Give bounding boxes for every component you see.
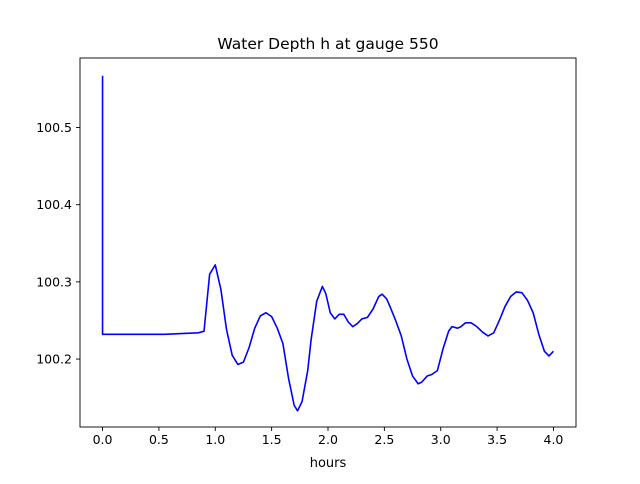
x-axis-label: hours (310, 456, 347, 471)
x-tick-label: 4.0 (544, 432, 564, 447)
x-tick-label: 1.5 (262, 432, 282, 447)
x-tick-label: 3.0 (431, 432, 451, 447)
x-tick-label: 3.5 (487, 432, 507, 447)
series-line-1 (101, 75, 555, 412)
x-tick-label: 2.5 (374, 432, 394, 447)
y-tick-label: 100.4 (36, 197, 72, 212)
chart-title: Water Depth h at gauge 550 (217, 35, 438, 53)
x-tick-label: 0.0 (93, 432, 113, 447)
y-tick-label: 100.3 (36, 274, 72, 289)
x-tick-label: 1.0 (205, 432, 225, 447)
x-tick-label: 2.0 (318, 432, 338, 447)
y-tick-label: 100.2 (36, 352, 72, 367)
y-tick-label: 100.5 (36, 120, 72, 135)
plot-area: 0.0 0.5 1.0 1.5 2.0 2.5 3.0 3.5 4.0 100.2 100.3 100… (36, 57, 577, 447)
x-tick-label: 0.5 (149, 432, 169, 447)
